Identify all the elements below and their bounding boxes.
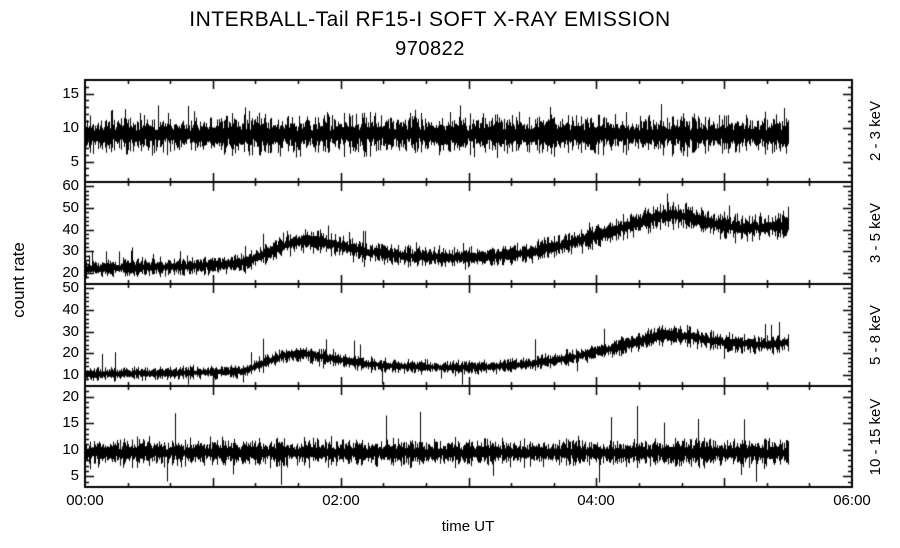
y-tick-label: 10 <box>62 119 79 136</box>
y-tick-label: 10 <box>62 366 79 383</box>
y-tick-label: 20 <box>62 388 79 405</box>
y-tick-label: 5 <box>70 153 79 170</box>
y-tick-label: 30 <box>62 323 79 340</box>
y-tick-label: 20 <box>62 344 79 361</box>
y-tick-label: 60 <box>62 177 79 194</box>
y-tick-label: 30 <box>62 242 79 259</box>
x-tick-label: 00:00 <box>66 492 104 509</box>
y-tick-label: 40 <box>62 221 79 238</box>
x-tick-label: 02:00 <box>322 492 360 509</box>
x-tick-label: 06:00 <box>833 492 871 509</box>
y-tick-label: 40 <box>62 301 79 318</box>
x-tick-label: 04:00 <box>577 492 615 509</box>
y-tick-label: 10 <box>62 441 79 458</box>
y-tick-label: 15 <box>62 414 79 431</box>
y-tick-label: 20 <box>62 264 79 281</box>
y-tick-label: 50 <box>62 199 79 216</box>
y-tick-label: 50 <box>62 279 79 296</box>
y-tick-label: 15 <box>62 85 79 102</box>
y-tick-label: 5 <box>70 467 79 484</box>
